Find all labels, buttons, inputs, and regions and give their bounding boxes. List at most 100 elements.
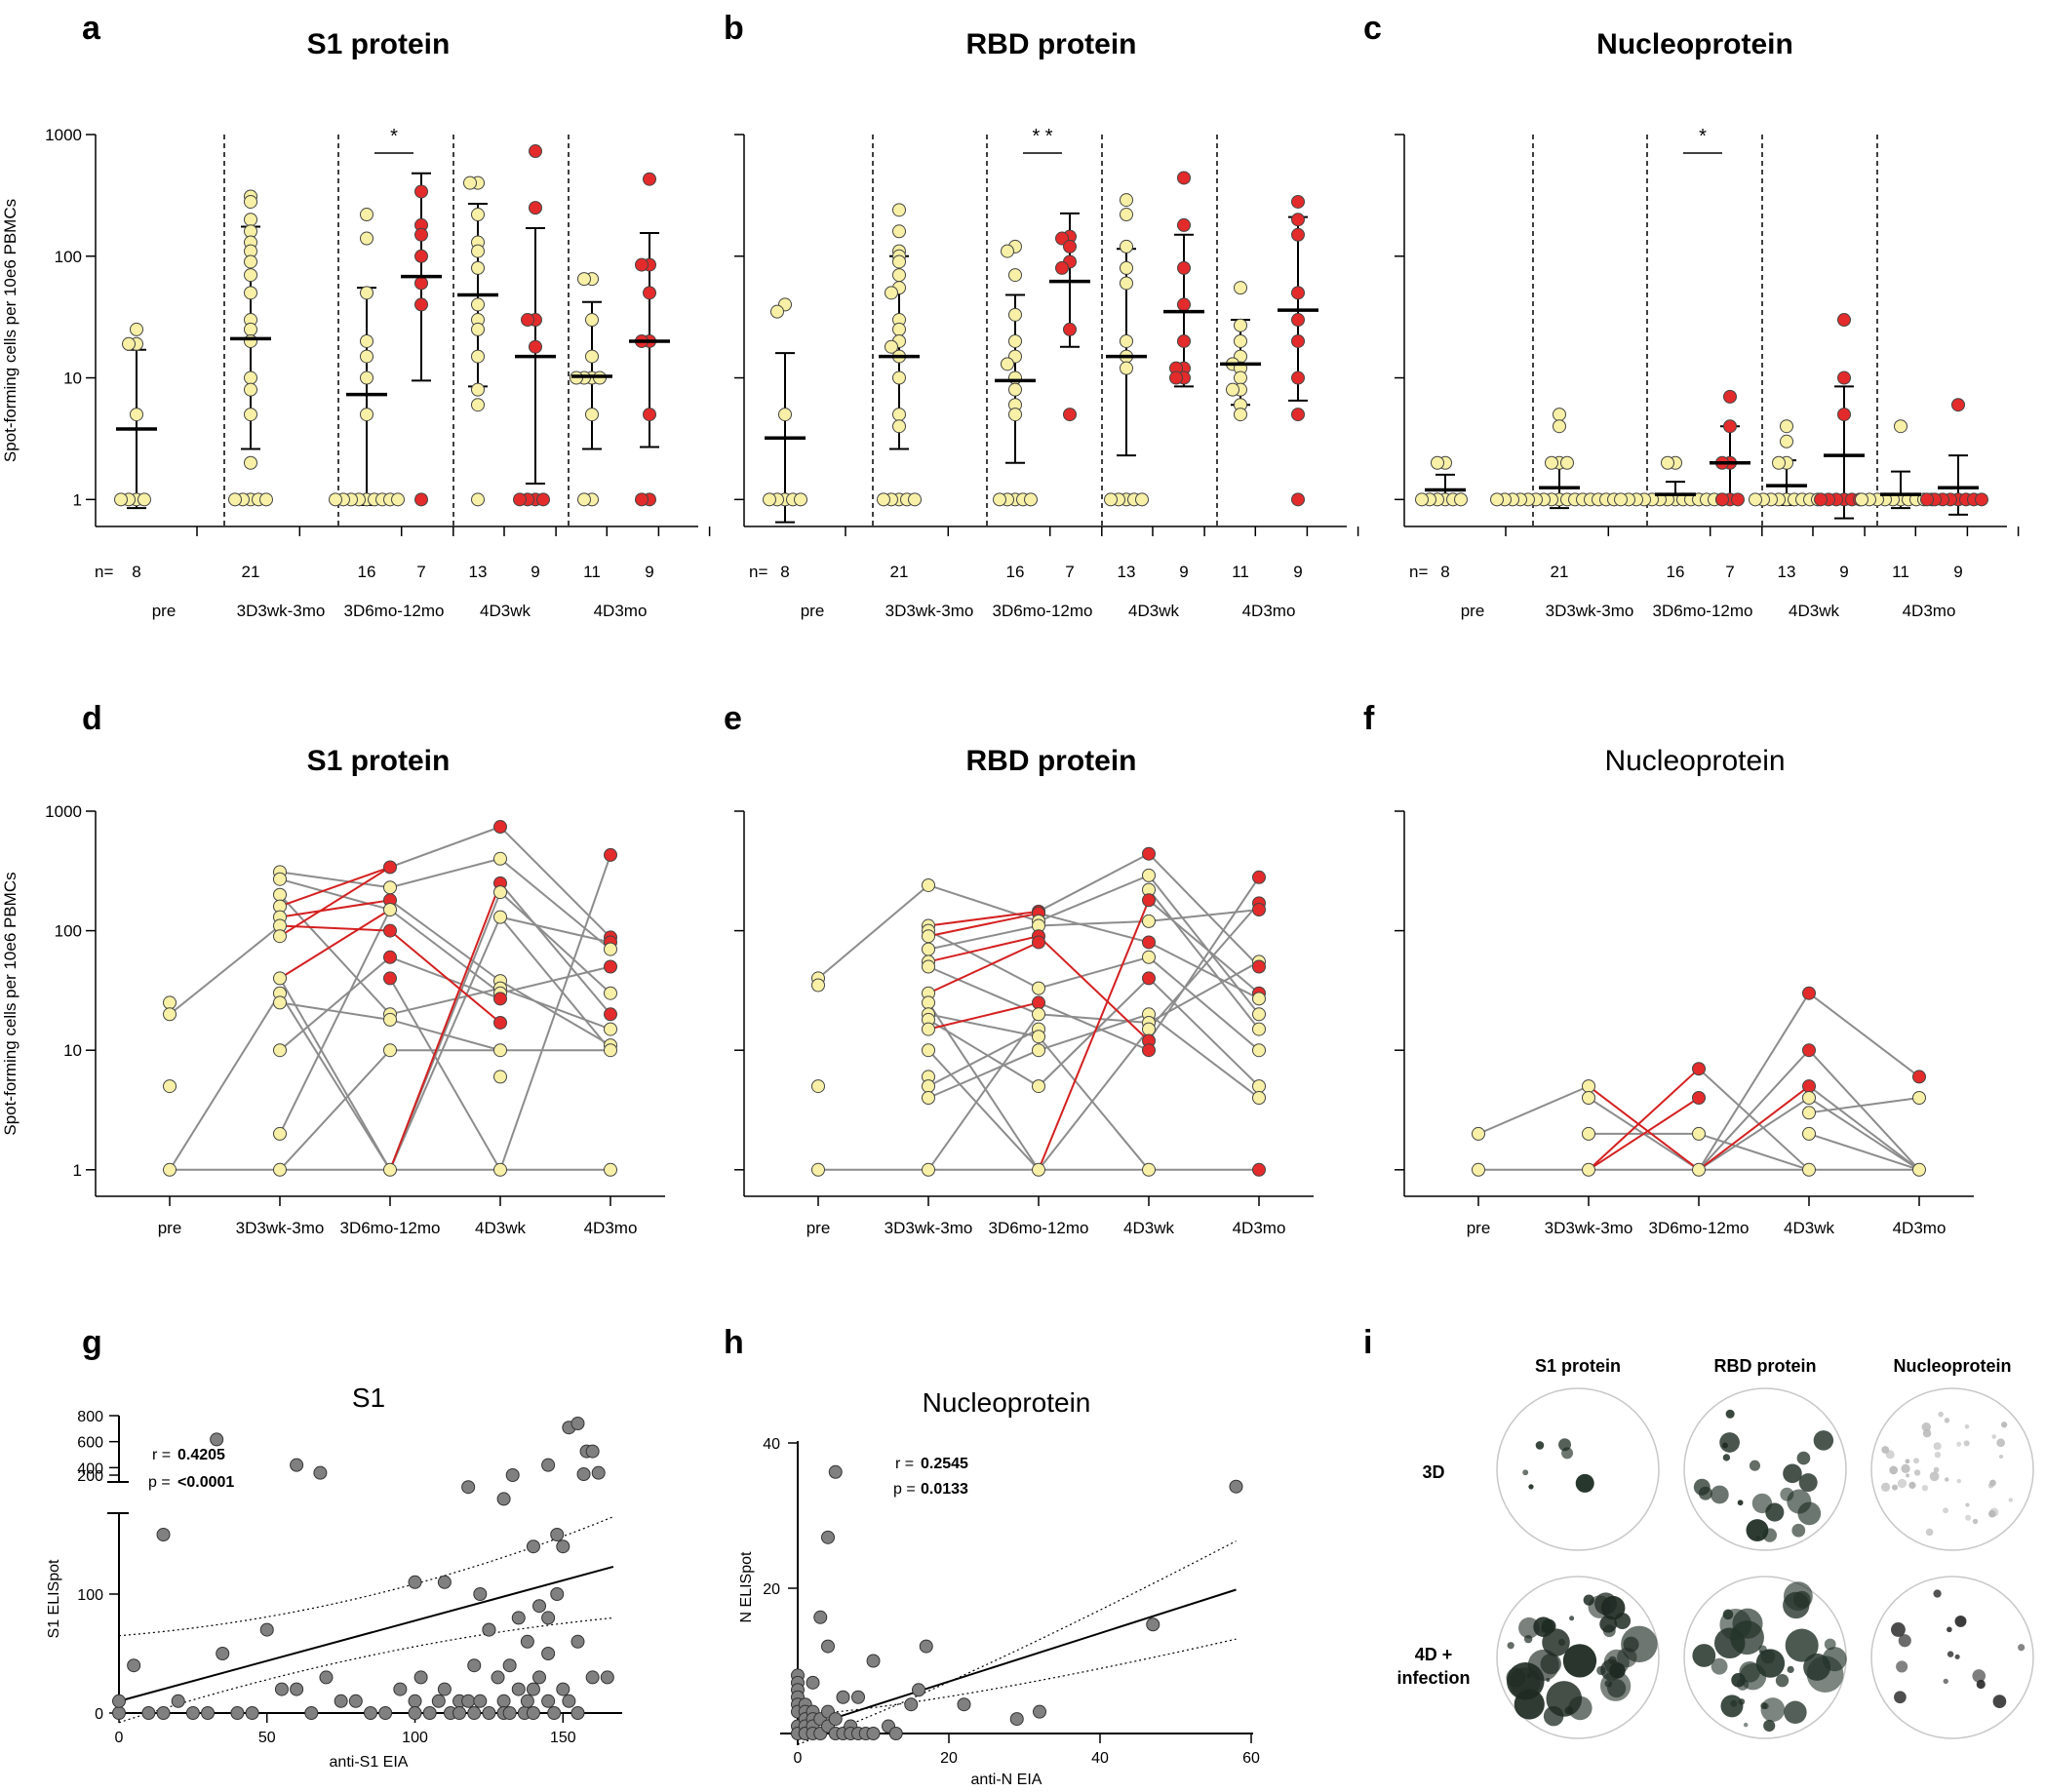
- link-line-gray: [499, 965, 611, 994]
- data-point: [1472, 1126, 1485, 1141]
- data-point: [467, 1658, 482, 1673]
- link-line-gray: [389, 987, 501, 1016]
- data-point: [570, 1706, 585, 1720]
- elispot-spot: [1693, 1478, 1711, 1496]
- data-point: [1120, 333, 1133, 348]
- elispot-spot: [1575, 1473, 1594, 1493]
- significance-label: *: [1699, 126, 1707, 147]
- link-line-gray: [927, 884, 1040, 922]
- data-point: [228, 492, 242, 507]
- data-point: [461, 1480, 476, 1495]
- data-point: [1553, 408, 1566, 422]
- group-n: 9: [531, 563, 539, 581]
- data-point: [1912, 1162, 1926, 1177]
- panel-letter-e: e: [724, 700, 742, 737]
- elispot-spot: [1775, 1673, 1789, 1688]
- link-line-gray: [1038, 874, 1150, 922]
- data-point: [1291, 333, 1305, 348]
- data-point: [1749, 492, 1762, 507]
- group-n: 21: [242, 563, 260, 581]
- link-line-gray: [927, 929, 1040, 990]
- data-point: [643, 172, 656, 186]
- link-line-gray: [279, 993, 391, 1171]
- elispot-spot: [1784, 1700, 1807, 1725]
- y-axis-label: S1 ELISpot: [46, 1559, 62, 1639]
- data-point: [922, 995, 935, 1010]
- elispot-spot: [1720, 1695, 1744, 1718]
- elispot-spot: [1730, 1620, 1764, 1656]
- elispot-spot: [1972, 1669, 1986, 1683]
- elispot-spot: [1996, 1438, 2006, 1448]
- data-point: [550, 1528, 565, 1541]
- data-point: [1252, 1090, 1266, 1105]
- data-point: [471, 382, 485, 397]
- data-point: [1008, 333, 1022, 348]
- data-point: [1142, 1162, 1156, 1177]
- data-point: [383, 923, 397, 938]
- data-point: [1008, 268, 1022, 283]
- data-point: [604, 847, 617, 862]
- data-point: [1146, 1617, 1160, 1632]
- data-point: [643, 408, 656, 422]
- group-label: 4D3wk: [480, 602, 531, 620]
- chart-title: Nucleoprotein: [1604, 745, 1785, 777]
- elispot-spot: [1787, 1665, 1794, 1674]
- elispot-spot: [1711, 1657, 1728, 1675]
- data-point: [201, 1706, 216, 1720]
- data-point: [1177, 260, 1191, 275]
- link-line-gray: [1477, 1085, 1590, 1135]
- stat-r-value: 0.4205: [177, 1447, 225, 1463]
- x-tick-label: 3D3wk-3mo: [236, 1219, 325, 1237]
- data-point: [230, 1706, 245, 1720]
- x-tick-label: 100: [402, 1730, 428, 1746]
- data-point: [413, 1670, 428, 1685]
- data-point: [770, 304, 784, 319]
- y-tick-label: 600: [77, 1435, 103, 1452]
- link-line-gray: [927, 1049, 1040, 1099]
- data-point: [1837, 408, 1851, 422]
- data-point: [163, 1079, 177, 1094]
- data-point: [922, 877, 935, 892]
- elispot-spot: [1600, 1670, 1632, 1701]
- data-point: [471, 492, 485, 507]
- elispot-spot: [1998, 1454, 2004, 1460]
- data-point: [1582, 1090, 1595, 1105]
- link-line-gray: [927, 1001, 1040, 1171]
- data-point: [437, 1575, 452, 1589]
- data-point: [1553, 419, 1566, 434]
- chart-title: S1 protein: [307, 28, 451, 60]
- data-point: [1063, 322, 1077, 336]
- elispot-spot: [1889, 1465, 1899, 1475]
- data-point: [1415, 492, 1429, 507]
- data-point: [1142, 868, 1156, 882]
- data-point: [273, 995, 287, 1010]
- x-tick-label: 3D6mo-12mo: [340, 1219, 441, 1237]
- data-point: [1226, 382, 1239, 397]
- data-point: [1802, 1162, 1816, 1177]
- elispot-spot: [1813, 1430, 1834, 1451]
- data-point: [922, 1079, 935, 1094]
- elispot-spot: [1528, 1484, 1534, 1490]
- data-point: [550, 1587, 565, 1601]
- elispot-spot: [1792, 1590, 1811, 1609]
- data-point: [912, 1683, 925, 1697]
- data-point: [1252, 1043, 1266, 1058]
- elispot-spot: [1780, 1487, 1794, 1501]
- link-line-gray: [1038, 919, 1150, 927]
- elispot-spot: [1796, 1451, 1811, 1465]
- data-point: [1142, 893, 1156, 908]
- elispot-spot: [1972, 1518, 1979, 1525]
- link-line-gray: [1808, 1085, 1920, 1171]
- data-point: [313, 1465, 328, 1480]
- link-line-gray: [499, 882, 611, 1015]
- group-label: 4D3wk: [1789, 602, 1839, 620]
- data-point: [1032, 935, 1045, 950]
- elispot-spot: [1896, 1660, 1908, 1673]
- data-point: [114, 492, 128, 507]
- data-point: [171, 1694, 185, 1708]
- y-tick-label: 100: [55, 248, 82, 266]
- data-point: [1780, 419, 1793, 434]
- elispot-spot: [1988, 1509, 1996, 1518]
- data-point: [993, 492, 1006, 507]
